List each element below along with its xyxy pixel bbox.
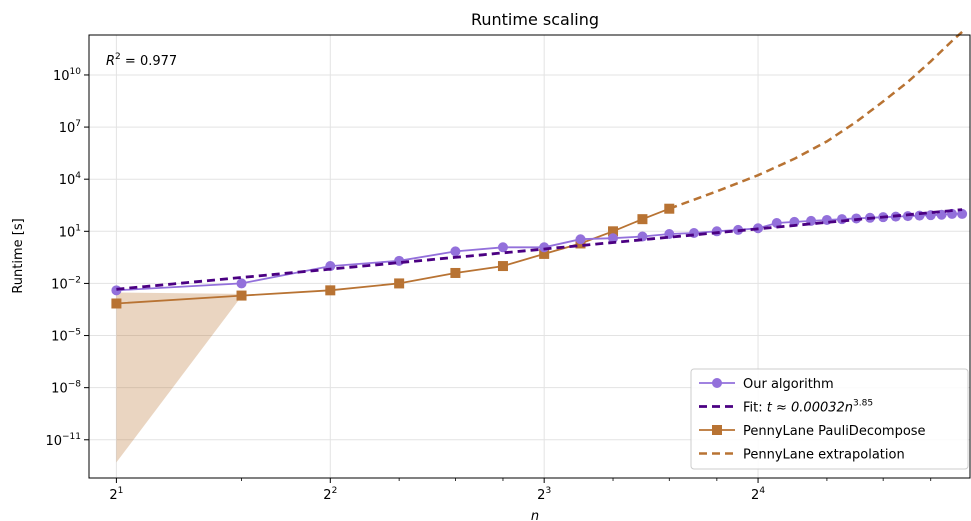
our-algorithm-point bbox=[957, 208, 968, 219]
y-tick-label: 10−11 bbox=[45, 432, 81, 449]
legend-label: Our algorithm bbox=[743, 377, 834, 392]
series-layer bbox=[111, 30, 968, 309]
pennylane-point bbox=[394, 278, 405, 289]
our-algorithm-point bbox=[711, 226, 722, 237]
y-tick-label: 1010 bbox=[53, 67, 81, 84]
pennylane-point bbox=[608, 226, 619, 237]
x-tick-label: 22 bbox=[323, 486, 337, 503]
chart-title: Runtime scaling bbox=[471, 10, 599, 29]
x-tick-label: 23 bbox=[537, 486, 551, 503]
extrapolation-line bbox=[668, 30, 963, 210]
pennylane-point bbox=[664, 203, 675, 214]
legend-label: PennyLane PauliDecompose bbox=[743, 424, 926, 439]
pennylane-point bbox=[637, 214, 648, 225]
y-tick-label: 107 bbox=[59, 119, 81, 136]
legend-box bbox=[690, 368, 969, 470]
uncertainty-band-layer bbox=[116, 292, 242, 463]
axis-ticks: 21 22 23 24 1010 107 104 101 10−2 10−5 10−8 10−11 bbox=[45, 67, 932, 503]
our-algorithm-point bbox=[450, 246, 461, 257]
our-algorithm-point bbox=[821, 214, 832, 225]
our-algorithm-point bbox=[236, 278, 247, 289]
legend-marker-circle bbox=[712, 378, 722, 388]
y-axis-label: Runtime [s] bbox=[11, 218, 26, 293]
our-algorithm-point bbox=[608, 233, 619, 244]
pennylane-point bbox=[450, 267, 461, 278]
x-tick-label: 24 bbox=[751, 486, 765, 503]
y-tick-label: 104 bbox=[59, 171, 82, 188]
y-tick-label: 10−2 bbox=[51, 275, 81, 292]
pennylane-point bbox=[497, 261, 508, 272]
legend: Our algorithm Fit: t ≈ 0.00032n3.85 PennyL… bbox=[690, 368, 969, 470]
pennylane-point bbox=[111, 298, 122, 309]
fit-line bbox=[116, 208, 963, 291]
y-tick-label: 10−8 bbox=[51, 380, 81, 397]
our-algorithm-point bbox=[836, 214, 847, 225]
y-tick-label: 101 bbox=[59, 223, 81, 240]
x-tick-label: 21 bbox=[109, 486, 123, 503]
our-algorithm-point bbox=[497, 242, 508, 253]
our-algorithm-point bbox=[575, 234, 586, 245]
r-squared-annotation: R2 = 0.977 bbox=[106, 52, 177, 69]
legend-label: PennyLane extrapolation bbox=[743, 448, 905, 463]
y-tick-label: 10−5 bbox=[51, 328, 81, 345]
legend-marker-square bbox=[712, 425, 722, 435]
legend-label: Fit: t ≈ 0.00032n3.85 bbox=[743, 399, 873, 416]
plot-frame bbox=[88, 34, 971, 479]
pennylane-point bbox=[325, 285, 336, 296]
pennylane-point bbox=[236, 290, 247, 301]
x-axis-label: n bbox=[531, 509, 539, 521]
uncertainty-band bbox=[116, 292, 242, 463]
pennylane-point bbox=[539, 248, 550, 259]
